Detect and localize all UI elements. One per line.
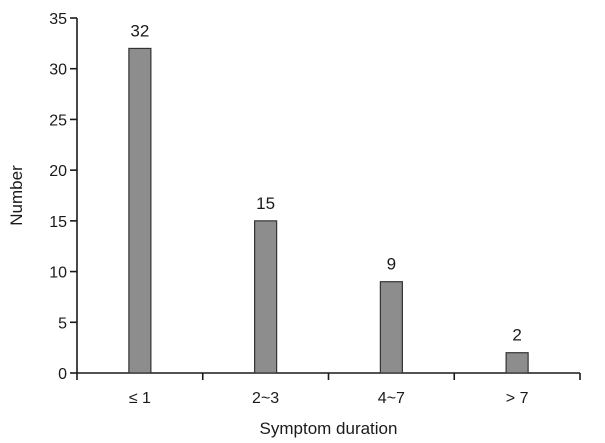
bar [379,281,403,374]
bar-value-label: 9 [387,255,396,274]
y-tick-label: 35 [49,11,67,28]
y-axis-ticks: 0 5 10 15 20 25 30 35 [49,11,77,383]
y-tick-label: 15 [49,214,67,231]
bar-value-label: 32 [130,21,149,40]
bar [505,352,529,374]
x-tick-label: > 7 [506,390,529,407]
y-tick-label: 0 [58,366,67,383]
bar-value-label: 15 [256,194,275,213]
y-tick-label: 20 [49,163,67,180]
y-tick-label: 30 [49,62,67,79]
x-tick-label: ≤ 1 [129,390,151,407]
y-tick-label: 5 [58,315,67,332]
x-tick-label: 2~3 [252,390,279,407]
bar [254,220,278,374]
x-axis-title: Symptom duration [260,419,398,438]
bar-value-label: 2 [512,326,521,345]
y-tick-label: 25 [49,112,67,129]
x-tick-label: 4~7 [378,390,405,407]
bar [128,47,152,374]
y-tick-label: 10 [49,265,67,282]
bars [128,47,529,374]
y-axis-title: Number [7,165,26,226]
x-axis-ticks: ≤ 1 2~3 4~7 > 7 [76,373,581,407]
data-labels: 32 15 9 2 [130,21,521,344]
